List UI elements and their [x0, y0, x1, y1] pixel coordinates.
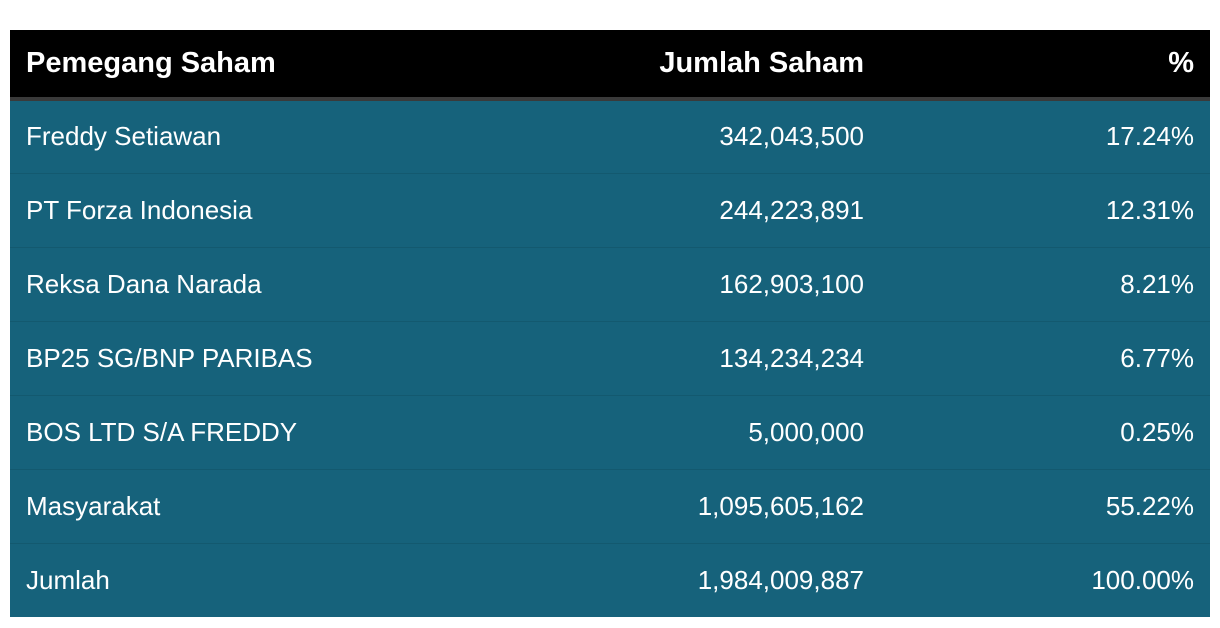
table-row: BOS LTD S/A FREDDY 5,000,000 0.25%: [10, 395, 1210, 469]
shareholder-table-container: Pemegang Saham Jumlah Saham % Freddy Set…: [10, 30, 1210, 617]
header-row: Pemegang Saham Jumlah Saham %: [10, 30, 1210, 99]
cell-shareholder: Freddy Setiawan: [26, 121, 222, 152]
table-row: Masyarakat 1,095,605,162 55.22%: [10, 469, 1210, 543]
cell-shareholder: Masyarakat: [26, 490, 161, 521]
shareholder-table: Pemegang Saham Jumlah Saham % Freddy Set…: [10, 30, 1210, 617]
cell-share-count: 162,903,100: [719, 268, 864, 299]
cell-percent: 55.22%: [1105, 490, 1194, 521]
table-header: Pemegang Saham Jumlah Saham %: [10, 30, 1210, 99]
header-percent: %: [1168, 47, 1194, 79]
table-row: BP25 SG/BNP PARIBAS 134,234,234 6.77%: [10, 321, 1210, 395]
table-row: Reksa Dana Narada 162,903,100 8.21%: [10, 247, 1210, 321]
cell-shareholder: Jumlah: [26, 564, 110, 595]
header-share-count: Jumlah Saham: [659, 47, 864, 79]
table-body: Freddy Setiawan 342,043,500 17.24% PT Fo…: [10, 99, 1210, 617]
cell-shareholder: BOS LTD S/A FREDDY: [26, 416, 298, 447]
cell-percent: 100.00%: [1091, 564, 1194, 595]
cell-share-count: 134,234,234: [719, 342, 864, 373]
cell-share-count: 1,984,009,887: [697, 564, 864, 595]
cell-percent: 0.25%: [1120, 416, 1194, 447]
cell-share-count: 5,000,000: [748, 416, 864, 447]
cell-shareholder: PT Forza Indonesia: [26, 194, 253, 225]
cell-percent: 17.24%: [1105, 121, 1194, 152]
cell-percent: 12.31%: [1105, 194, 1194, 225]
header-shareholder: Pemegang Saham: [26, 47, 276, 79]
cell-percent: 8.21%: [1120, 268, 1194, 299]
cell-share-count: 342,043,500: [719, 121, 864, 152]
table-row: Freddy Setiawan 342,043,500 17.24%: [10, 99, 1210, 173]
cell-share-count: 244,223,891: [719, 194, 864, 225]
cell-share-count: 1,095,605,162: [697, 490, 864, 521]
table-row-total: Jumlah 1,984,009,887 100.00%: [10, 543, 1210, 617]
table-row: PT Forza Indonesia 244,223,891 12.31%: [10, 173, 1210, 247]
cell-shareholder: Reksa Dana Narada: [26, 268, 262, 299]
cell-shareholder: BP25 SG/BNP PARIBAS: [26, 342, 313, 373]
cell-percent: 6.77%: [1120, 342, 1194, 373]
